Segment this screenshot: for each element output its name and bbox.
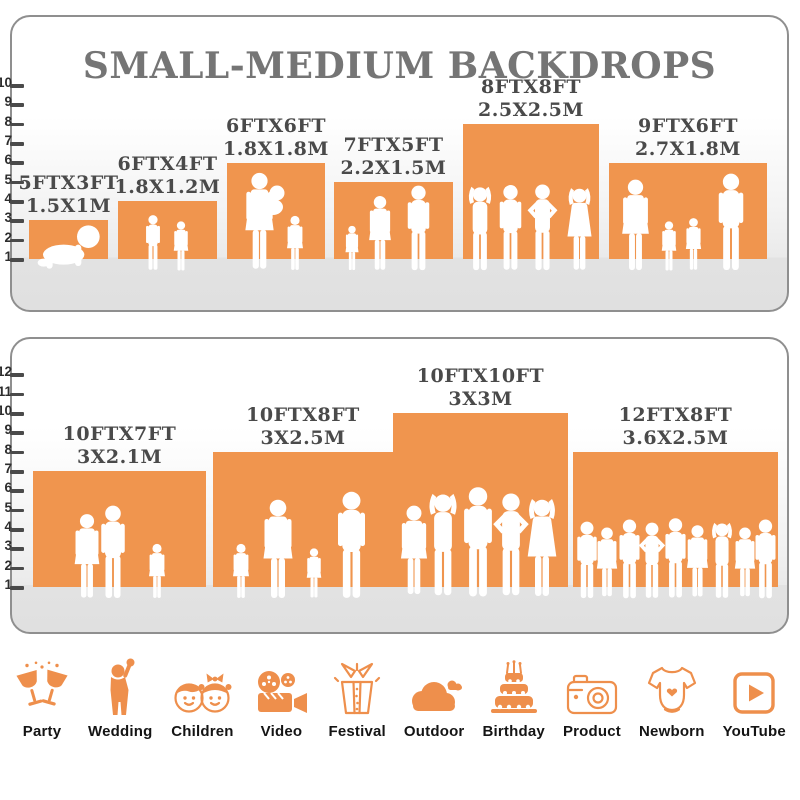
birthday-icon: [490, 660, 537, 713]
category-newborn: Newborn: [639, 658, 705, 740]
category-label: Children: [171, 723, 234, 740]
party-icon: [16, 661, 68, 706]
category-row: Party Wedding: [14, 658, 786, 763]
product-icon: [566, 674, 618, 715]
category-youtube: YouTube: [723, 658, 786, 740]
children-icon: [174, 673, 232, 713]
backdrop-bar-7x5: 7FTX5FT 2.2X1.5M: [334, 134, 453, 271]
category-outdoor: Outdoor: [404, 658, 465, 740]
bar-size-ft: 7FTX5FT: [343, 134, 444, 157]
newborn-icon: [647, 666, 696, 713]
bar-label: 8FTX8FT 2.5X2.5M: [478, 76, 584, 121]
bar-size-ft: 12FTX8FT: [618, 404, 733, 427]
category-festival: Festival: [328, 658, 386, 740]
bar-size-m: 3X2.5M: [260, 426, 346, 449]
people-silhouette-children: [145, 215, 188, 271]
bar-label: 6FTX4FT 1.8X1.2M: [115, 153, 221, 198]
bar-size-m: 3X2.1M: [76, 445, 163, 468]
category-label: Product: [562, 723, 622, 740]
category-label: Video: [260, 723, 303, 740]
bar-label: 5FTX3FT 1.5X1M: [19, 172, 119, 217]
bar-size-m: 2.5X2.5M: [478, 98, 584, 121]
backdrop-bar-8x8: 8FTX8FT 2.5X2.5M: [463, 76, 599, 271]
backdrop-bar-5x3: 5FTX3FT 1.5X1M: [19, 172, 118, 269]
category-label: YouTube: [722, 723, 786, 740]
video-icon: [258, 671, 308, 713]
bar-size-m: 1.8X1.2M: [114, 175, 221, 198]
bar-size-ft: 6FTX4FT: [117, 153, 218, 176]
people-silhouette-couple-girl: [74, 505, 165, 599]
category-label: Festival: [328, 723, 386, 740]
bar-label: 10FTX8FT 3X2.5M: [246, 404, 360, 449]
category-video: Video: [252, 658, 310, 740]
bar-size-ft: 10FTX8FT: [246, 404, 360, 427]
bar-size-ft: 10FTX10FT: [416, 365, 545, 388]
category-birthday: Birthday: [482, 658, 545, 740]
bar-label: 10FTX7FT 3X2.1M: [63, 423, 177, 468]
bar-label: 7FTX5FT 2.2X1.5M: [341, 134, 447, 179]
category-label: Party: [22, 723, 62, 740]
backdrop-bar-10x7: 10FTX7FT 3X2.1M: [33, 423, 206, 599]
bar-size-m: 3.6X2.5M: [622, 426, 729, 449]
category-party: Party: [14, 658, 70, 740]
festival-icon: [334, 662, 381, 715]
category-product: Product: [563, 658, 621, 740]
bar-size-m: 3X3M: [448, 387, 513, 410]
backdrop-bar-6x6: 6FTX6FT 1.8X1.8M: [223, 115, 328, 270]
category-children: Children: [170, 658, 234, 740]
bar-label: 9FTX6FT 2.7X1.8M: [635, 115, 741, 160]
category-label: Wedding: [88, 723, 153, 740]
people-silhouette-baby: [37, 225, 100, 269]
outdoor-icon: [412, 680, 463, 711]
bar-size-ft: 8FTX8FT: [481, 76, 581, 99]
bar-label: 10FTX10FT 3X3M: [417, 365, 544, 410]
page-title: SMALL-MEDIUM BACKDROPS: [82, 45, 717, 87]
bar-size-ft: 6FTX6FT: [226, 115, 326, 138]
people-silhouette-crowd9: [576, 518, 775, 599]
backdrop-bar-10x10: 10FTX10FT 3X3M: [393, 365, 568, 597]
backdrop-bar-9x6: 9FTX6FT 2.7X1.8M: [609, 115, 767, 271]
bar-size-m: 1.5X1M: [25, 194, 112, 217]
bar-size-ft: 5FTX3FT: [18, 172, 119, 195]
wedding-icon: [110, 658, 135, 715]
bar-size-ft: 10FTX7FT: [62, 423, 177, 446]
bar-size-m: 2.2X1.5M: [340, 156, 447, 179]
people-silhouette-family3: [344, 185, 429, 271]
category-wedding: Wedding: [88, 658, 152, 740]
people-silhouette-family4: [622, 173, 744, 271]
bar-size-ft: 9FTX6FT: [638, 115, 738, 138]
backdrop-bar-12x8: 12FTX8FT 3.6X2.5M: [573, 404, 778, 599]
category-label: Newborn: [639, 723, 705, 740]
people-silhouette-mother-child: [245, 172, 303, 270]
youtube-icon: [733, 672, 775, 714]
bar-size-m: 2.7X1.8M: [635, 137, 741, 160]
bar-size-m: 1.8X1.8M: [223, 137, 329, 160]
bar-label: 6FTX6FT 1.8X1.8M: [223, 115, 329, 160]
category-label: Outdoor: [403, 723, 465, 740]
backdrop-bar-6x4: 6FTX4FT 1.8X1.2M: [115, 153, 220, 271]
people-silhouette-group5: [400, 487, 556, 597]
backdrop-bar-10x8: 10FTX8FT 3X2.5M: [213, 404, 393, 598]
bar-label: 12FTX8FT 3.6X2.5M: [619, 404, 733, 449]
people-silhouette-family4: [233, 491, 365, 598]
category-label: Birthday: [482, 723, 545, 740]
people-silhouette-group4: [468, 184, 592, 271]
